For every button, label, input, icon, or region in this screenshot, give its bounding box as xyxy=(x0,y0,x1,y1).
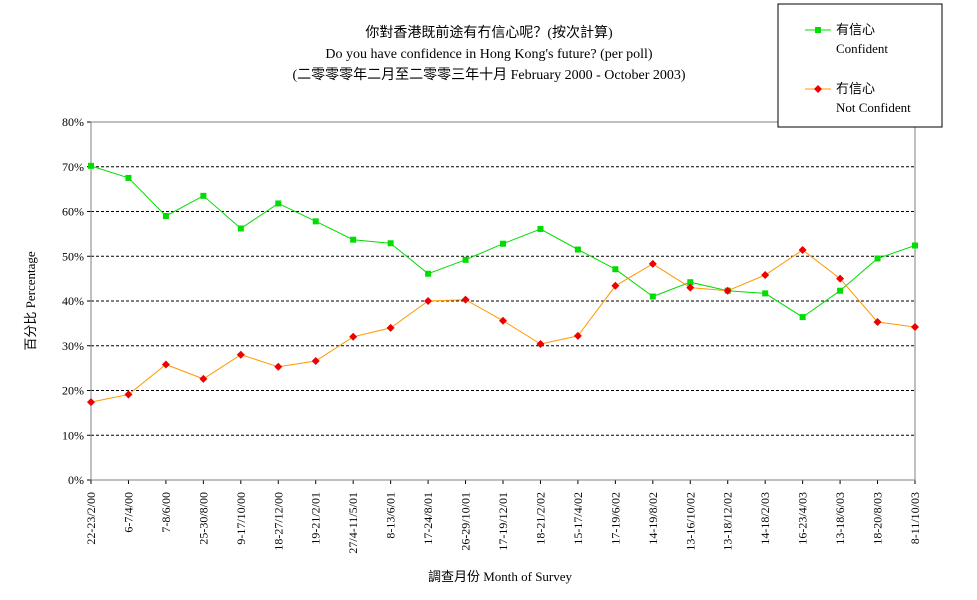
chart-title: 你對香港既前途有冇信心呢？(按次計算) xyxy=(365,24,613,41)
data-point-confident xyxy=(425,270,432,277)
data-point-confident xyxy=(687,279,694,286)
data-point-confident xyxy=(237,225,244,232)
series-markers xyxy=(87,162,919,407)
series-line-not-confident xyxy=(90,249,916,403)
legend-not-confident-label-en: Not Confident xyxy=(836,100,911,115)
x-tick-label: 6-7/4/00 xyxy=(121,492,135,533)
data-point-confident xyxy=(762,290,769,297)
x-tick-label: 15-17/4/02 xyxy=(571,492,585,545)
x-tick-label: 13-18/12/02 xyxy=(721,492,735,551)
legend-not-confident-marker xyxy=(814,85,822,93)
data-point-confident xyxy=(912,242,918,249)
chart-subtitle-period: (二零零零年二月至二零零三年十月 February 2000 - October… xyxy=(292,67,685,83)
x-tick-label: 19-21/2/01 xyxy=(309,492,323,545)
x-tick-label: 16-23/4/03 xyxy=(796,492,810,545)
plot-area-border xyxy=(90,121,916,481)
data-point-not-confident xyxy=(911,322,919,331)
y-tick-label: 80% xyxy=(62,115,84,129)
y-tick-label: 70% xyxy=(62,160,84,174)
x-tick-label: 18-27/12/00 xyxy=(271,492,285,551)
x-tick-label: 27/4-11/5/01 xyxy=(346,492,360,554)
x-tick-label: 14-18/2/03 xyxy=(758,492,772,545)
x-axis-label: 調查月份 Month of Survey xyxy=(428,569,573,584)
x-tick-label: 18-21/2/02 xyxy=(533,492,547,545)
series-lines xyxy=(90,165,916,403)
data-point-not-confident xyxy=(499,316,507,325)
y-axis-label: 百分比 Percentage xyxy=(23,251,38,351)
data-point-not-confident xyxy=(311,356,320,365)
legend-confident-label-en: Confident xyxy=(836,41,888,56)
legend-box xyxy=(777,3,943,128)
data-point-confident xyxy=(612,266,619,273)
x-tick-label: 9-17/10/00 xyxy=(234,492,248,545)
data-point-not-confident xyxy=(386,323,395,332)
data-point-confident xyxy=(88,162,94,169)
x-tick-label: 13-18/6/03 xyxy=(833,492,847,545)
data-point-not-confident xyxy=(124,390,133,399)
data-point-not-confident xyxy=(236,350,245,359)
data-point-confident xyxy=(162,212,169,219)
data-point-not-confident xyxy=(761,271,770,280)
x-tick-labels: 22-23/2/00 6-7/4/00 7-8/6/00 25-30/8/00 9-17… xyxy=(84,480,922,554)
data-point-not-confident xyxy=(836,274,845,283)
legend-confident-marker xyxy=(815,27,821,33)
data-point-confident xyxy=(200,192,207,199)
data-point-confident xyxy=(462,256,469,263)
data-point-confident xyxy=(500,240,506,247)
data-point-confident xyxy=(874,255,881,262)
data-point-confident xyxy=(574,246,581,253)
data-point-confident xyxy=(537,225,544,232)
data-point-not-confident xyxy=(349,332,358,341)
y-tick-label: 10% xyxy=(62,428,84,442)
y-tick-label: 0% xyxy=(68,473,84,487)
x-tick-label: 13-16/10/02 xyxy=(683,492,697,551)
x-tick-label: 8-11/10/03 xyxy=(908,492,922,544)
data-point-not-confident xyxy=(723,286,732,295)
data-point-not-confident xyxy=(87,398,95,407)
legend-confident-label: 有信心 xyxy=(836,22,875,37)
y-tick-labels: 0% 10% 20% 30% 40% 50% 60% 70% 80% xyxy=(62,115,91,487)
data-point-confident xyxy=(275,200,282,207)
y-tick-label: 60% xyxy=(62,205,84,219)
data-point-not-confident xyxy=(274,362,283,371)
data-point-confident xyxy=(125,174,132,181)
data-point-not-confident xyxy=(536,339,545,348)
data-point-confident xyxy=(799,314,806,321)
data-point-not-confident xyxy=(798,245,807,254)
x-tick-label: 22-23/2/00 xyxy=(84,492,98,545)
x-tick-label: 25-30/8/00 xyxy=(196,492,210,545)
data-point-not-confident xyxy=(686,283,695,292)
x-tick-label: 18-20/8/03 xyxy=(871,492,885,545)
legend: 有信心 Confident 冇信心 Not Confident xyxy=(777,3,943,128)
data-point-not-confident xyxy=(199,374,208,383)
data-point-confident xyxy=(649,293,656,300)
gridlines xyxy=(91,166,915,436)
data-point-confident xyxy=(837,287,844,294)
x-tick-label: 26-29/10/01 xyxy=(459,492,473,551)
data-point-not-confident xyxy=(873,318,882,327)
data-point-not-confident xyxy=(161,360,170,369)
x-tick-label: 17-19/12/01 xyxy=(496,492,510,551)
data-point-confident xyxy=(312,218,319,225)
y-tick-label: 30% xyxy=(62,339,84,353)
x-tick-label: 17-19/6/02 xyxy=(608,492,622,545)
data-point-not-confident xyxy=(461,295,470,304)
x-tick-label: 7-8/6/00 xyxy=(159,492,173,533)
x-tick-label: 8-13/6/01 xyxy=(384,492,398,539)
data-point-confident xyxy=(350,236,357,243)
chart-subtitle: Do you have confidence in Hong Kong's fu… xyxy=(325,47,652,62)
legend-not-confident-label: 冇信心 xyxy=(836,81,875,96)
data-point-confident xyxy=(387,240,394,247)
data-point-not-confident xyxy=(648,259,657,268)
x-tick-label: 14-19/8/02 xyxy=(646,492,660,545)
y-tick-label: 50% xyxy=(62,249,84,263)
data-point-not-confident xyxy=(424,297,433,305)
data-point-not-confident xyxy=(611,281,620,290)
x-tick-label: 17-24/8/01 xyxy=(421,492,435,545)
data-point-not-confident xyxy=(573,331,582,340)
y-tick-label: 40% xyxy=(62,294,84,308)
y-tick-label: 20% xyxy=(62,384,84,398)
